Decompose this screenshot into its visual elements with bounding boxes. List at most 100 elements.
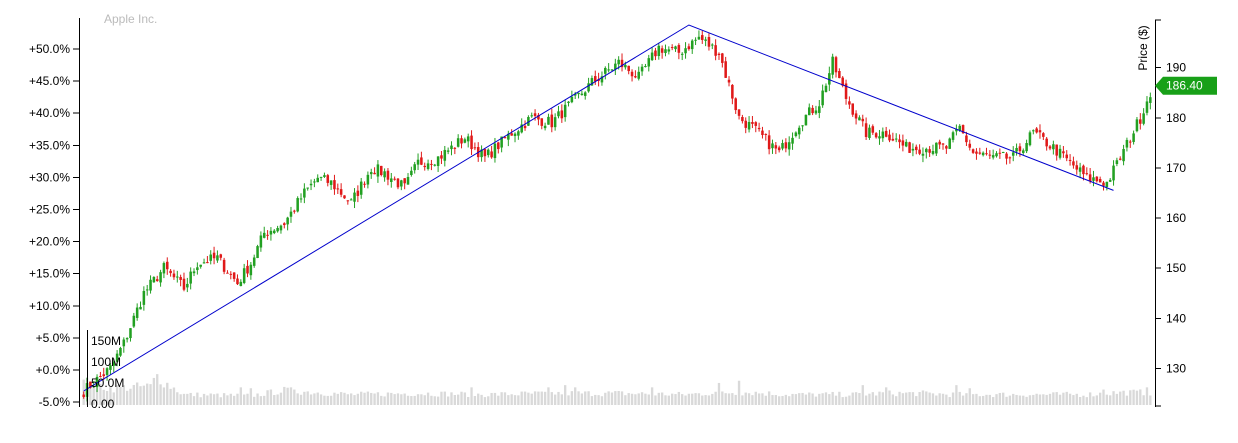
candle-down	[497, 141, 500, 154]
candle-body	[560, 110, 564, 119]
volume-bar	[1018, 395, 1022, 405]
candle-body	[1022, 150, 1025, 153]
candle-body	[1045, 138, 1048, 147]
candle-body	[366, 174, 370, 185]
volume-bar	[156, 374, 159, 405]
volume-bar	[627, 393, 630, 405]
volume-bar	[289, 387, 293, 405]
volume-bar	[396, 393, 400, 405]
candle-body	[179, 277, 182, 280]
volume-bar	[667, 395, 670, 405]
volume-bar	[1139, 389, 1142, 405]
candle-body	[406, 176, 410, 185]
candle-body	[717, 53, 721, 55]
candle-up	[303, 183, 306, 204]
left-tick-label: +45.0%	[29, 74, 70, 88]
candle-up	[269, 227, 273, 241]
candle-up	[1052, 140, 1055, 155]
volume-bar	[597, 395, 600, 405]
volume-bar	[1082, 395, 1085, 405]
volume-tick-label: 50.0M	[91, 376, 124, 390]
volume-bar	[293, 389, 296, 405]
volume-bar	[487, 396, 490, 405]
candle-body	[453, 147, 457, 149]
candle-body	[985, 153, 988, 155]
candle-up	[202, 258, 206, 264]
candle-down	[908, 141, 911, 153]
candle-body	[199, 264, 202, 267]
volume-bar	[610, 392, 614, 405]
volume-bar	[1075, 393, 1078, 405]
candle-up	[711, 43, 714, 50]
candle-body	[747, 121, 751, 130]
candle-up	[466, 133, 470, 148]
candle-body	[176, 276, 179, 278]
candle-body	[517, 131, 520, 136]
candle-body	[369, 172, 373, 175]
volume-bar	[650, 387, 654, 405]
candle-up	[192, 268, 196, 277]
candle-up	[209, 250, 212, 265]
candle-body	[797, 127, 801, 135]
candle-down	[854, 110, 858, 125]
candle-body	[674, 46, 677, 50]
volume-bar	[747, 393, 751, 405]
candle-down	[182, 272, 186, 292]
candle-body	[523, 125, 527, 129]
candle-body	[687, 46, 691, 50]
candle-body	[363, 183, 366, 185]
candle-body	[490, 151, 493, 158]
volume-bar	[681, 394, 684, 405]
volume-bar	[333, 392, 336, 405]
candle-up	[122, 337, 126, 353]
candle-down	[386, 168, 390, 186]
candle-body	[684, 48, 687, 54]
candle-body	[105, 368, 109, 375]
volume-bar	[784, 394, 788, 405]
candle-up	[791, 132, 794, 150]
volume-bar	[443, 391, 446, 405]
candle-body	[978, 152, 982, 154]
candle-up	[577, 92, 580, 99]
candle-down	[670, 44, 674, 51]
candle-body	[677, 45, 681, 53]
volume-tick-label: 0.00	[91, 397, 115, 411]
volume-bar	[356, 393, 360, 405]
candle-body	[1128, 141, 1132, 143]
volume-bar	[711, 393, 714, 405]
right-tick-label: 180	[1166, 111, 1186, 125]
candle-body	[871, 126, 875, 133]
candle-body	[313, 181, 316, 183]
candle-down	[155, 275, 159, 282]
volume-bar	[360, 391, 363, 405]
volume-bar	[1115, 393, 1119, 405]
candle-up	[456, 134, 460, 148]
candle-body	[968, 143, 972, 148]
candle-down	[550, 108, 554, 133]
volume-bar	[206, 395, 209, 405]
volume-bar	[527, 392, 530, 405]
candle-up	[567, 101, 570, 107]
volume-bar	[1142, 395, 1145, 405]
volume-bar	[142, 385, 146, 405]
candle-down	[1048, 144, 1052, 151]
volume-bar	[978, 396, 981, 405]
candle-body	[834, 57, 838, 73]
volume-bar	[1012, 393, 1015, 405]
candle-down	[731, 84, 734, 105]
volume-bar	[1022, 395, 1025, 405]
volume-bar	[664, 395, 667, 405]
candle-up	[981, 151, 985, 157]
candle-up	[808, 103, 811, 116]
candle-up	[797, 125, 801, 139]
candle-body	[945, 146, 948, 149]
volume-bar	[767, 391, 771, 405]
candle-up	[279, 224, 283, 234]
candle-body	[844, 83, 848, 99]
candle-body	[510, 133, 513, 136]
volume-bar	[553, 394, 557, 405]
candle-down	[229, 271, 233, 280]
volume-bar	[1135, 390, 1139, 405]
volume-bar	[226, 395, 229, 405]
candle-body	[507, 133, 510, 140]
